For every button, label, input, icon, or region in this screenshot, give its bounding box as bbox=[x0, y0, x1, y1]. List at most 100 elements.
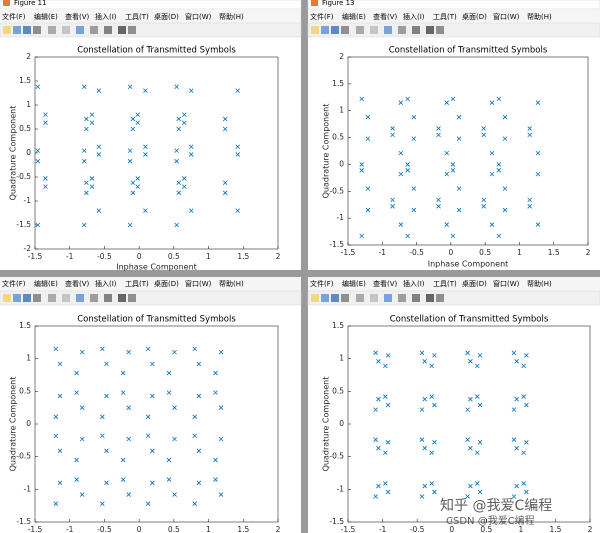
toolbar-icon[interactable] bbox=[48, 26, 56, 34]
toolbar-icon[interactable] bbox=[13, 294, 21, 302]
menu-item[interactable]: 工具(T) bbox=[125, 280, 149, 288]
point bbox=[432, 440, 437, 445]
y-tick-label: 1 bbox=[339, 354, 344, 363]
toolbar-icon[interactable] bbox=[33, 294, 41, 302]
toolbar-icon[interactable] bbox=[341, 26, 349, 34]
menu-item[interactable]: 文件(F) bbox=[310, 279, 334, 288]
point bbox=[96, 88, 102, 93]
toolbar-icon[interactable] bbox=[436, 294, 444, 302]
menu-item[interactable]: 插入(I) bbox=[403, 279, 425, 288]
menu-item[interactable]: 文件(F) bbox=[310, 12, 334, 21]
toolbar-icon[interactable] bbox=[76, 294, 84, 302]
toolbar-icon[interactable] bbox=[118, 26, 126, 34]
toolbar-icon[interactable] bbox=[23, 26, 31, 34]
menu-item[interactable]: 查看(V) bbox=[65, 12, 90, 21]
menu-item[interactable]: 窗口(W) bbox=[493, 12, 520, 21]
menu-item[interactable]: 插入(I) bbox=[403, 12, 425, 21]
y-tick-label: 1.5 bbox=[19, 76, 31, 85]
menu-item[interactable]: 查看(V) bbox=[373, 12, 398, 21]
toolbar-icon[interactable] bbox=[128, 26, 136, 34]
point bbox=[411, 207, 417, 213]
point bbox=[521, 363, 526, 369]
toolbar-icon[interactable] bbox=[3, 26, 11, 34]
toolbar-icon[interactable] bbox=[356, 294, 364, 302]
toolbar-icon[interactable] bbox=[90, 26, 98, 34]
menu-item[interactable]: 窗口(W) bbox=[185, 279, 212, 288]
menu-item[interactable]: 查看(V) bbox=[373, 279, 398, 288]
point bbox=[130, 116, 136, 122]
menu-item[interactable]: 窗口(W) bbox=[493, 279, 520, 288]
toolbar-icon[interactable] bbox=[426, 294, 434, 302]
toolbar-icon[interactable] bbox=[128, 294, 136, 302]
menu-item[interactable]: 文件(F) bbox=[2, 12, 26, 21]
point bbox=[429, 450, 434, 456]
menu-item[interactable]: 编辑(E) bbox=[34, 279, 58, 288]
menu-item[interactable]: 编辑(E) bbox=[34, 12, 58, 21]
menu-item[interactable]: 文件(F) bbox=[2, 279, 26, 288]
menu-item[interactable]: 桌面(D) bbox=[154, 12, 179, 21]
toolbar-icon[interactable] bbox=[33, 26, 41, 34]
toolbar-icon[interactable] bbox=[13, 26, 21, 34]
toolbar-icon[interactable] bbox=[90, 294, 98, 302]
toolbar-icon[interactable] bbox=[311, 294, 319, 302]
x-tick-label: 0.5 bbox=[479, 248, 491, 257]
menu-item[interactable]: 桌面(D) bbox=[154, 279, 179, 288]
toolbar-icon[interactable] bbox=[398, 294, 406, 302]
toolbar-icon[interactable] bbox=[331, 294, 339, 302]
toolbar-icon[interactable] bbox=[311, 26, 319, 34]
toolbar-icon[interactable] bbox=[104, 26, 112, 34]
menu-item[interactable]: 帮助(H) bbox=[527, 12, 552, 21]
point bbox=[468, 358, 473, 364]
toolbar-icon[interactable] bbox=[370, 26, 378, 34]
point bbox=[130, 180, 136, 186]
point bbox=[145, 433, 151, 439]
menu-item[interactable]: 工具(T) bbox=[125, 13, 149, 21]
menu-item[interactable]: 编辑(E) bbox=[342, 279, 366, 288]
toolbar-icon[interactable] bbox=[412, 26, 420, 34]
point bbox=[89, 176, 95, 181]
point bbox=[521, 481, 526, 486]
toolbar-icon[interactable] bbox=[23, 294, 31, 302]
toolbar-icon[interactable] bbox=[104, 294, 112, 302]
menu-item[interactable]: 帮助(H) bbox=[219, 12, 244, 21]
toolbar-icon[interactable] bbox=[62, 294, 70, 302]
toolbar-icon[interactable] bbox=[384, 26, 392, 34]
menu-item[interactable]: 帮助(H) bbox=[219, 279, 244, 288]
point bbox=[429, 394, 434, 399]
toolbar-icon[interactable] bbox=[118, 294, 126, 302]
toolbar-icon[interactable] bbox=[398, 26, 406, 34]
menu-item[interactable]: 工具(T) bbox=[433, 13, 457, 21]
toolbar-icon[interactable] bbox=[3, 294, 11, 302]
toolbar bbox=[307, 290, 600, 306]
toolbar-icon[interactable] bbox=[341, 294, 349, 302]
toolbar-icon[interactable] bbox=[412, 294, 420, 302]
toolbar-icon[interactable] bbox=[370, 294, 378, 302]
point bbox=[359, 162, 364, 167]
menu-item[interactable]: 查看(V) bbox=[65, 279, 90, 288]
toolbar-icon[interactable] bbox=[62, 26, 70, 34]
toolbar-icon[interactable] bbox=[76, 26, 84, 34]
point bbox=[481, 126, 487, 131]
menu-item[interactable]: 插入(I) bbox=[95, 279, 117, 288]
toolbar-icon[interactable] bbox=[436, 26, 444, 34]
point bbox=[535, 100, 541, 105]
toolbar-icon[interactable] bbox=[331, 26, 339, 34]
toolbar-icon[interactable] bbox=[321, 294, 329, 302]
menu-item[interactable]: 桌面(D) bbox=[462, 279, 487, 288]
menu-item[interactable]: 插入(I) bbox=[95, 12, 117, 21]
x-axis-label: Inphase Component bbox=[116, 263, 197, 272]
menu-item[interactable]: 编辑(E) bbox=[342, 12, 366, 21]
toolbar-icon[interactable] bbox=[384, 294, 392, 302]
menu-item[interactable]: 窗口(W) bbox=[185, 12, 212, 21]
menu-item[interactable]: 帮助(H) bbox=[527, 279, 552, 288]
menu-item[interactable]: 桌面(D) bbox=[462, 12, 487, 21]
toolbar-icon[interactable] bbox=[426, 26, 434, 34]
point bbox=[104, 393, 109, 399]
toolbar-icon[interactable] bbox=[321, 26, 329, 34]
menu-item[interactable]: 工具(T) bbox=[433, 280, 457, 288]
toolbar-icon[interactable] bbox=[356, 26, 364, 34]
point bbox=[465, 350, 470, 356]
toolbar-icon[interactable] bbox=[48, 294, 56, 302]
point bbox=[527, 197, 532, 203]
title-icon bbox=[3, 0, 10, 6]
